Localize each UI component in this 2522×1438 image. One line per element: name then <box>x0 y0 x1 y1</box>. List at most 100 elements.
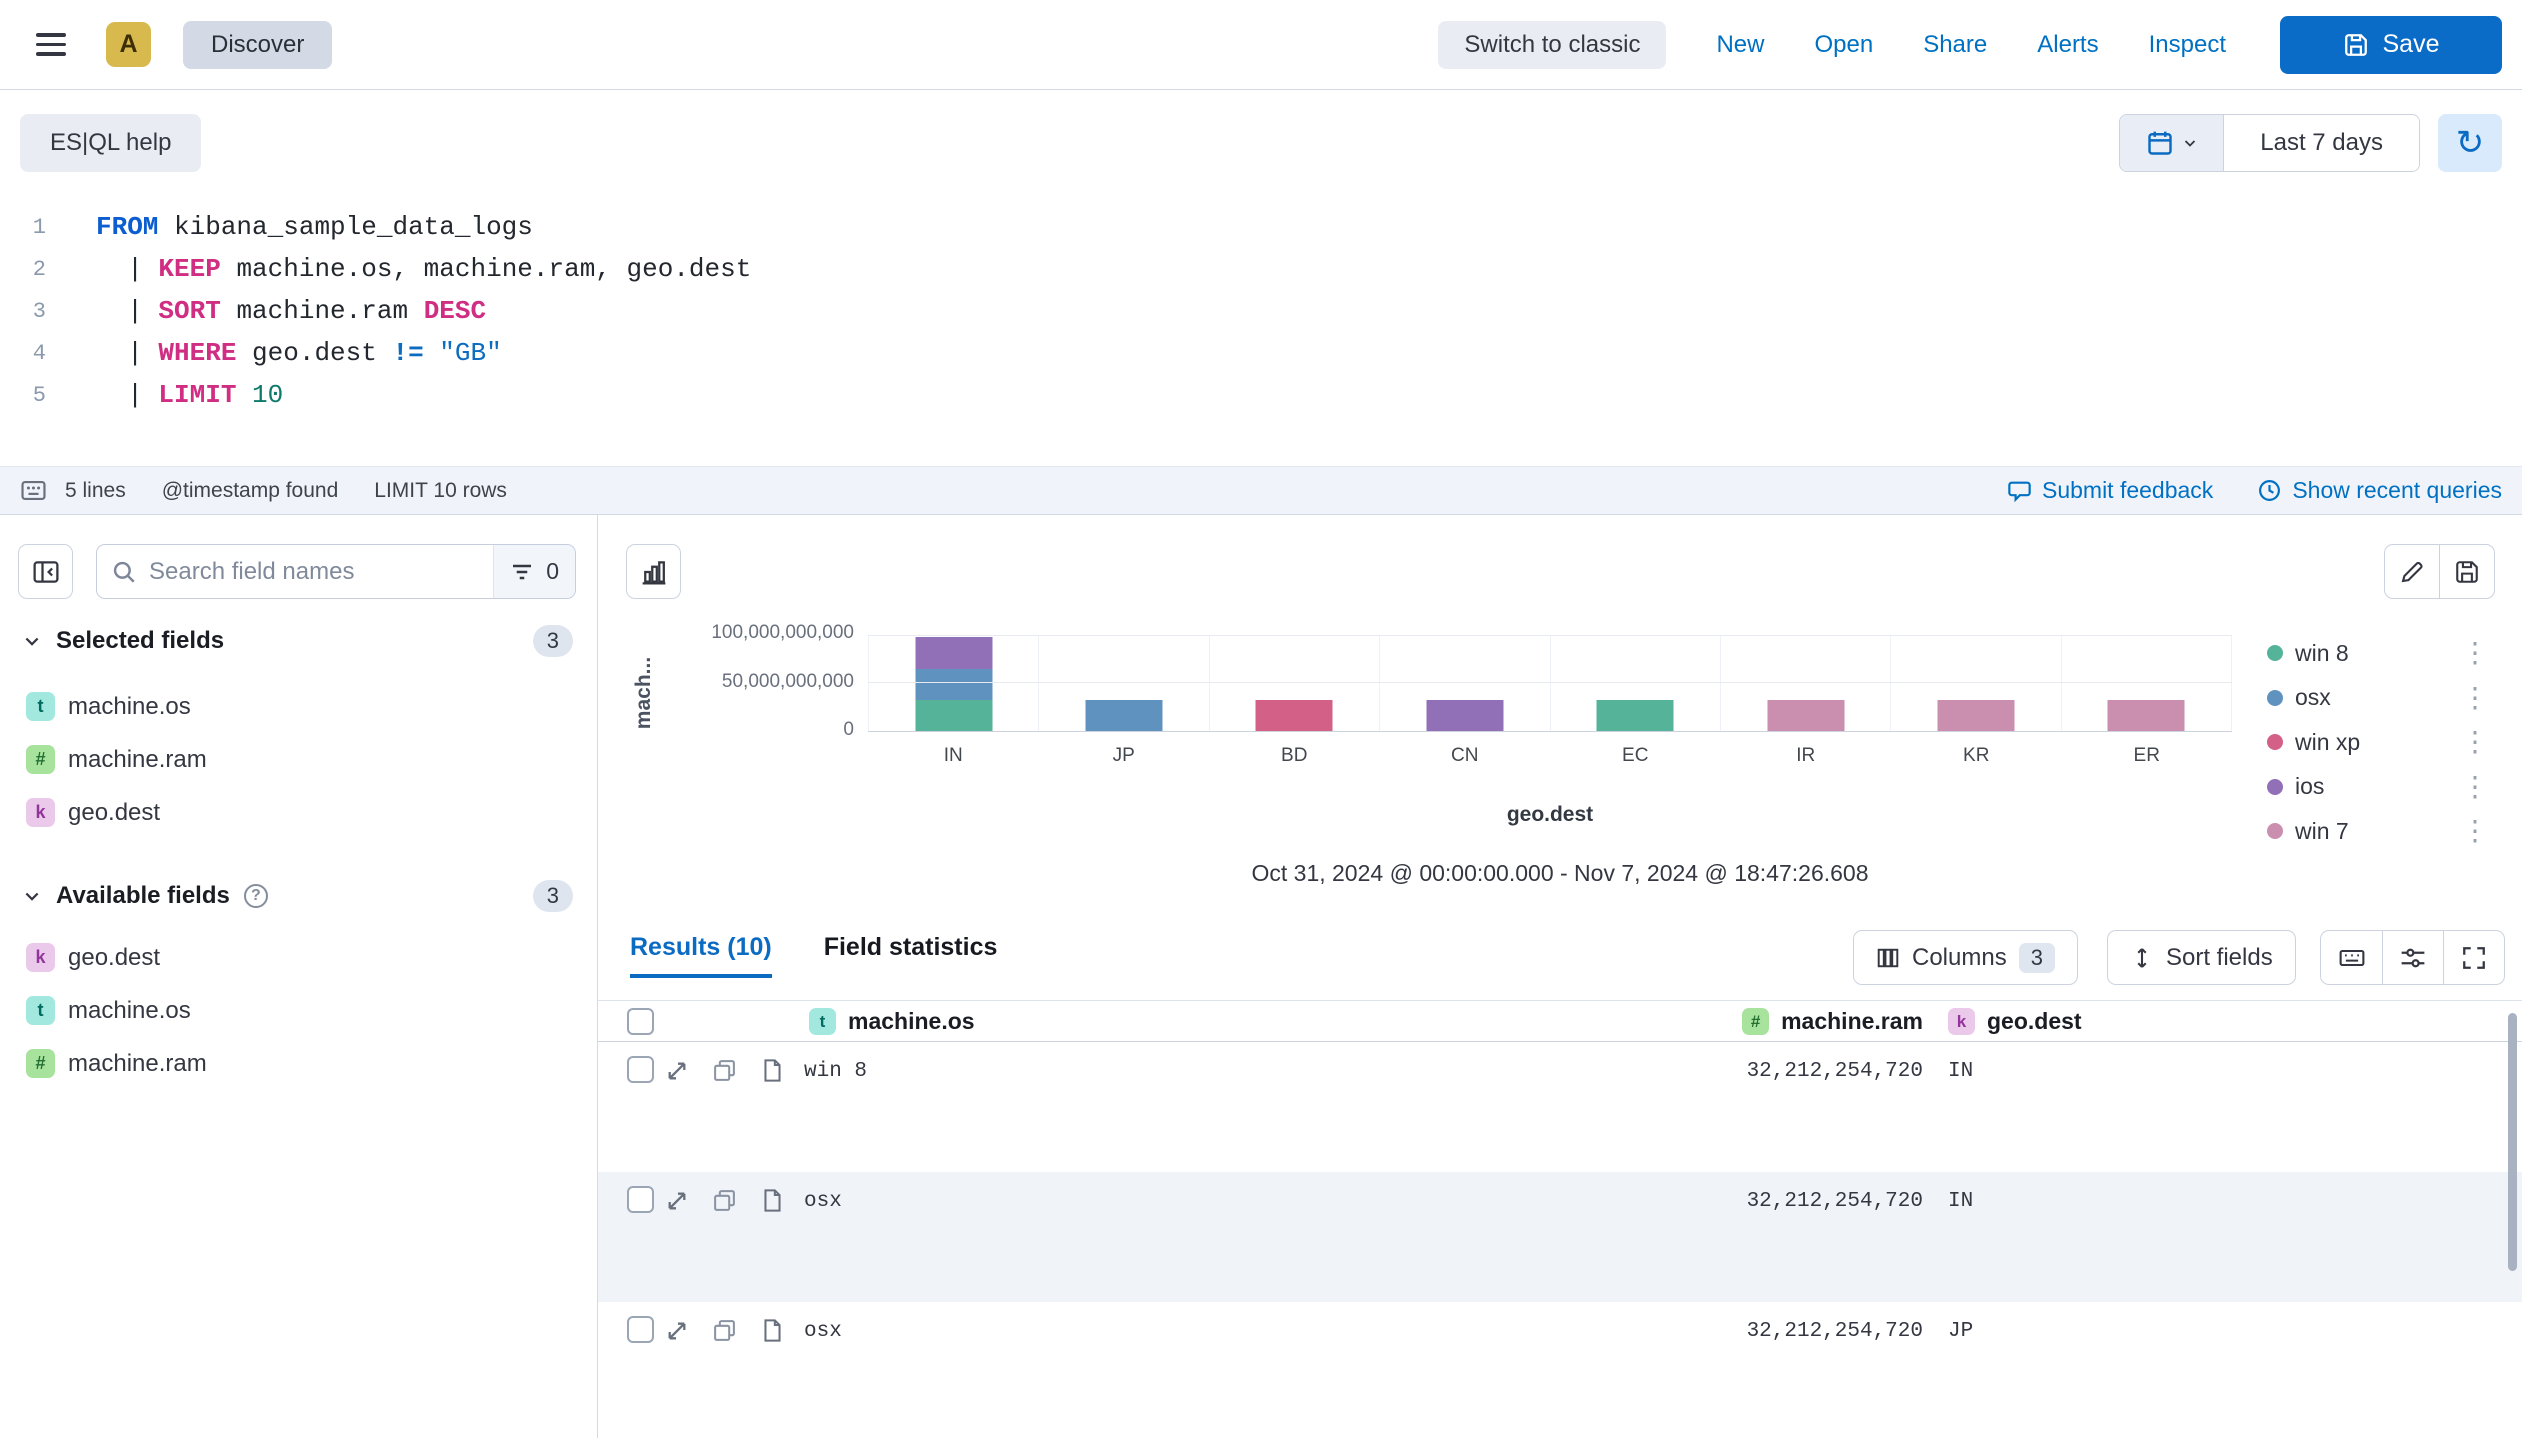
bar-KR[interactable] <box>1937 699 2015 731</box>
expand-row-icon[interactable] <box>664 1058 690 1084</box>
show-recent-queries-link[interactable]: Show recent queries <box>2257 477 2502 504</box>
code-line[interactable]: 1 FROM kibana_sample_data_logs <box>0 206 2522 248</box>
menu-icon[interactable] <box>36 33 66 56</box>
fullscreen-button[interactable] <box>2443 931 2504 984</box>
filter-icon <box>510 560 534 584</box>
tab-field-statistics[interactable]: Field statistics <box>823 933 998 961</box>
legend-item[interactable]: win 7 ⋮ <box>2267 809 2489 854</box>
esql-editor[interactable]: 1 FROM kibana_sample_data_logs 2 | KEEP ma… <box>0 196 2522 466</box>
help-icon[interactable]: ? <box>243 884 268 908</box>
field-item[interactable]: t machine.os <box>0 984 597 1037</box>
legend-menu-icon[interactable]: ⋮ <box>2461 637 2489 669</box>
collapse-sidebar-button[interactable] <box>18 544 73 599</box>
bar-IN[interactable] <box>915 637 993 731</box>
display-options-button[interactable] <box>2382 931 2443 984</box>
field-type-keyword-icon: k <box>26 943 55 972</box>
column-header-machine-os[interactable]: t machine.os <box>809 1008 975 1035</box>
select-all-checkbox[interactable] <box>627 1008 654 1035</box>
histogram-chart[interactable] <box>868 635 2232 732</box>
legend-item[interactable]: osx ⋮ <box>2267 676 2489 721</box>
available-fields-header[interactable]: Available fields ? 3 <box>22 874 573 918</box>
bar-EC[interactable] <box>1596 699 1674 731</box>
bar-CN[interactable] <box>1426 699 1504 731</box>
vertical-scrollbar[interactable] <box>2508 1013 2517 1271</box>
cell-machine-os: osx <box>804 1190 842 1213</box>
column-header-geo-dest[interactable]: k geo.dest <box>1948 1008 2082 1035</box>
new-button[interactable]: New <box>1716 30 1765 58</box>
code-line[interactable]: 5 | LIMIT 10 <box>0 374 2522 416</box>
edit-visualization-button[interactable] <box>2384 544 2440 599</box>
legend-menu-icon[interactable]: ⋮ <box>2461 815 2489 847</box>
save-visualization-button[interactable] <box>2439 544 2495 599</box>
view-document-icon[interactable] <box>760 1318 785 1343</box>
field-item[interactable]: k geo.dest <box>0 786 597 839</box>
field-item[interactable]: # machine.ram <box>0 733 597 786</box>
tab-results[interactable]: Results (10) <box>630 933 772 978</box>
share-button[interactable]: Share <box>1923 30 1988 58</box>
field-item[interactable]: k geo.dest <box>0 931 597 984</box>
column-header-machine-ram[interactable]: # machine.ram <box>1598 1008 1923 1035</box>
field-item[interactable]: t machine.os <box>0 680 597 733</box>
bar-BD[interactable] <box>1255 699 1333 731</box>
x-axis-ticks: IN JP BD CN EC IR KR ER <box>868 745 2232 767</box>
legend-menu-icon[interactable]: ⋮ <box>2461 770 2489 802</box>
field-type-number-icon: # <box>26 1049 55 1078</box>
panel-collapse-icon <box>32 558 60 586</box>
table-row[interactable]: osx 32,212,254,720 JP <box>598 1302 2522 1432</box>
row-checkbox[interactable] <box>627 1056 654 1083</box>
field-filters-button[interactable]: 0 <box>493 545 575 598</box>
refresh-button[interactable]: ↻ <box>2438 114 2502 172</box>
code-line[interactable]: 4 | WHERE geo.dest != "GB" <box>0 332 2522 374</box>
open-button[interactable]: Open <box>1814 30 1874 58</box>
compare-document-icon[interactable] <box>712 1318 737 1343</box>
row-checkbox[interactable] <box>627 1316 654 1343</box>
selected-fields-header[interactable]: Selected fields 3 <box>22 619 573 663</box>
table-row[interactable]: win 8 32,212,254,720 IN <box>598 1042 2522 1172</box>
esql-help-button[interactable]: ES|QL help <box>20 114 202 172</box>
legend-label: osx <box>2295 684 2331 711</box>
field-item[interactable]: # machine.ram <box>0 1037 597 1090</box>
time-range-button[interactable]: Last 7 days <box>2224 115 2419 171</box>
table-row[interactable]: osx 32,212,254,720 IN <box>598 1172 2522 1302</box>
submit-feedback-link[interactable]: Submit feedback <box>2007 477 2213 504</box>
code-line[interactable]: 3 | SORT machine.ram DESC <box>0 290 2522 332</box>
cell-machine-os: win 8 <box>804 1060 868 1083</box>
column-header-label: geo.dest <box>1987 1008 2082 1034</box>
legend-menu-icon[interactable]: ⋮ <box>2461 681 2489 713</box>
switch-to-classic-button[interactable]: Switch to classic <box>1438 20 1667 69</box>
search-input[interactable]: Search field names 0 <box>96 544 576 599</box>
x-tick-label: IN <box>943 745 963 766</box>
bar-ER[interactable] <box>2107 699 2185 731</box>
legend-item[interactable]: ios ⋮ <box>2267 765 2489 810</box>
date-quick-select-button[interactable] <box>2120 115 2225 171</box>
legend-item[interactable]: win xp ⋮ <box>2267 720 2489 765</box>
code-line[interactable]: 2 | KEEP machine.os, machine.ram, geo.de… <box>0 248 2522 290</box>
compare-document-icon[interactable] <box>712 1188 737 1213</box>
editor-shortcuts-icon[interactable] <box>20 477 47 504</box>
cell-machine-ram: 32,212,254,720 <box>1746 1060 1923 1083</box>
field-name: machine.os <box>68 996 191 1024</box>
sort-fields-button[interactable]: Sort fields <box>2107 930 2296 985</box>
keyboard-icon <box>2338 944 2366 972</box>
toggle-chart-button[interactable] <box>626 544 681 599</box>
keyboard-shortcuts-button[interactable] <box>2321 931 2382 984</box>
space-avatar[interactable]: A <box>106 22 151 67</box>
view-document-icon[interactable] <box>760 1058 785 1083</box>
breadcrumb[interactable]: Discover <box>183 20 333 69</box>
compare-document-icon[interactable] <box>712 1058 737 1083</box>
cell-machine-ram: 32,212,254,720 <box>1746 1190 1923 1213</box>
legend-item[interactable]: win 8 ⋮ <box>2267 631 2489 676</box>
view-document-icon[interactable] <box>760 1188 785 1213</box>
bar-IR[interactable] <box>1767 699 1845 731</box>
legend-menu-icon[interactable]: ⋮ <box>2461 726 2489 758</box>
bar-JP[interactable] <box>1085 699 1163 731</box>
save-button[interactable]: Save <box>2280 15 2502 74</box>
chart-slot <box>1891 636 2062 731</box>
columns-button[interactable]: Columns 3 <box>1853 930 2078 985</box>
inspect-button[interactable]: Inspect <box>2148 30 2226 58</box>
code-token: geo.dest <box>236 338 393 368</box>
expand-row-icon[interactable] <box>664 1188 690 1214</box>
expand-row-icon[interactable] <box>664 1318 690 1344</box>
row-checkbox[interactable] <box>627 1186 654 1213</box>
alerts-button[interactable]: Alerts <box>2037 30 2099 58</box>
